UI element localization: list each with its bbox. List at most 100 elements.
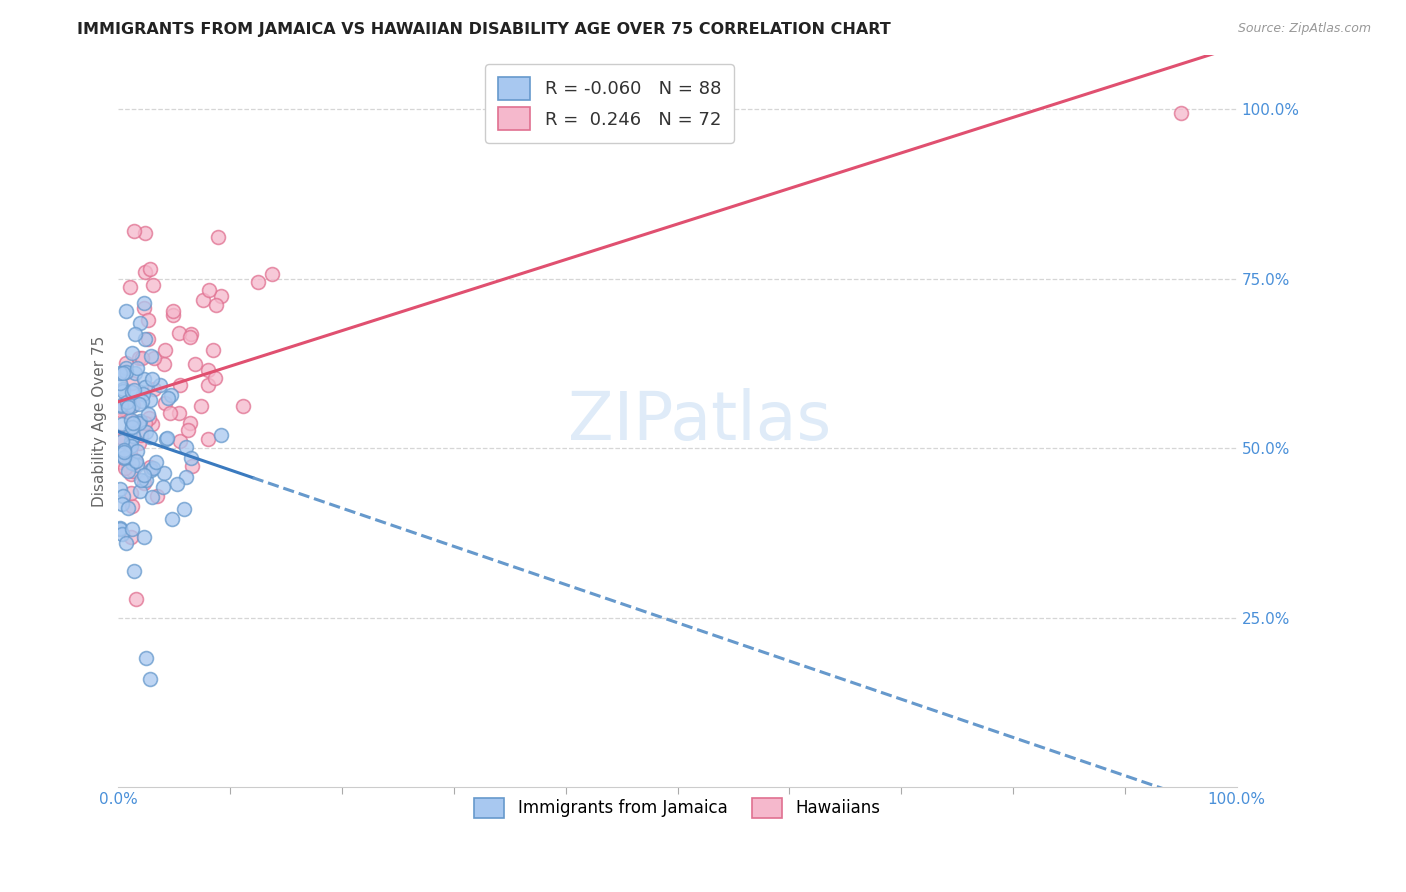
Point	[135, 651, 157, 665]
Point	[139, 429, 162, 443]
Point	[111, 382, 134, 396]
Point	[121, 522, 143, 536]
Point	[260, 268, 283, 282]
Point	[145, 489, 167, 503]
Point	[108, 402, 131, 417]
Point	[124, 454, 146, 468]
Point	[138, 411, 160, 425]
Point	[115, 356, 138, 370]
Point	[111, 366, 134, 380]
Point	[142, 351, 165, 365]
Point	[160, 387, 183, 401]
Point	[159, 406, 181, 420]
Point	[184, 357, 207, 371]
Point	[122, 384, 145, 398]
Point	[120, 425, 142, 439]
Point	[160, 512, 183, 526]
Point	[121, 499, 143, 513]
Point	[125, 592, 148, 607]
Point	[132, 295, 155, 310]
Point	[134, 416, 156, 430]
Point	[135, 425, 157, 439]
Point	[115, 536, 138, 550]
Point	[204, 370, 226, 384]
Point	[197, 432, 219, 446]
Point	[121, 385, 143, 400]
Point	[180, 450, 202, 465]
Point	[121, 456, 143, 470]
Point	[122, 429, 145, 443]
Point	[128, 483, 150, 498]
Point	[124, 453, 146, 467]
Point	[197, 377, 219, 392]
Point	[115, 304, 138, 318]
Point	[157, 392, 180, 406]
Legend: Immigrants from Jamaica, Hawaiians: Immigrants from Jamaica, Hawaiians	[465, 789, 889, 826]
Point	[129, 316, 152, 330]
Point	[180, 326, 202, 341]
Point	[139, 392, 162, 407]
Point	[191, 293, 214, 307]
Point	[122, 464, 145, 478]
Text: IMMIGRANTS FROM JAMAICA VS HAWAIIAN DISABILITY AGE OVER 75 CORRELATION CHART: IMMIGRANTS FROM JAMAICA VS HAWAIIAN DISA…	[77, 22, 891, 37]
Point	[129, 428, 152, 442]
Point	[152, 480, 174, 494]
Point	[205, 298, 228, 312]
Text: ZIPatlas: ZIPatlas	[568, 388, 831, 454]
Point	[207, 229, 229, 244]
Point	[128, 436, 150, 450]
Point	[112, 488, 135, 502]
Point	[139, 261, 162, 276]
Point	[211, 427, 233, 442]
Point	[232, 399, 254, 413]
Point	[117, 464, 139, 478]
Point	[131, 351, 153, 365]
Point	[112, 442, 135, 457]
Point	[112, 444, 135, 458]
Point	[114, 450, 136, 465]
Point	[120, 413, 142, 427]
Point	[115, 395, 138, 409]
Point	[139, 460, 162, 475]
Point	[174, 440, 197, 454]
Point	[127, 444, 149, 458]
Point	[135, 473, 157, 487]
Point	[169, 434, 191, 448]
Point	[108, 521, 131, 535]
Point	[131, 393, 153, 408]
Point	[198, 283, 221, 297]
Point	[197, 363, 219, 377]
Point	[1170, 105, 1192, 120]
Point	[162, 303, 184, 318]
Point	[115, 360, 138, 375]
Point	[177, 423, 200, 437]
Point	[122, 398, 145, 412]
Point	[125, 360, 148, 375]
Point	[139, 349, 162, 363]
Point	[111, 417, 134, 431]
Point	[114, 404, 136, 418]
Point	[167, 326, 190, 341]
Point	[128, 397, 150, 411]
Point	[120, 485, 142, 500]
Point	[155, 432, 177, 446]
Point	[124, 224, 146, 238]
Point	[112, 384, 135, 398]
Point	[141, 372, 163, 386]
Point	[134, 379, 156, 393]
Text: Source: ZipAtlas.com: Source: ZipAtlas.com	[1237, 22, 1371, 36]
Point	[120, 467, 142, 481]
Point	[134, 530, 156, 544]
Point	[124, 366, 146, 380]
Point	[134, 226, 156, 240]
Point	[173, 502, 195, 516]
Point	[110, 400, 132, 414]
Point	[141, 417, 163, 431]
Point	[117, 401, 139, 415]
Point	[139, 463, 162, 477]
Point	[114, 365, 136, 379]
Point	[112, 450, 135, 464]
Point	[153, 343, 176, 357]
Point	[142, 461, 165, 475]
Point	[122, 565, 145, 579]
